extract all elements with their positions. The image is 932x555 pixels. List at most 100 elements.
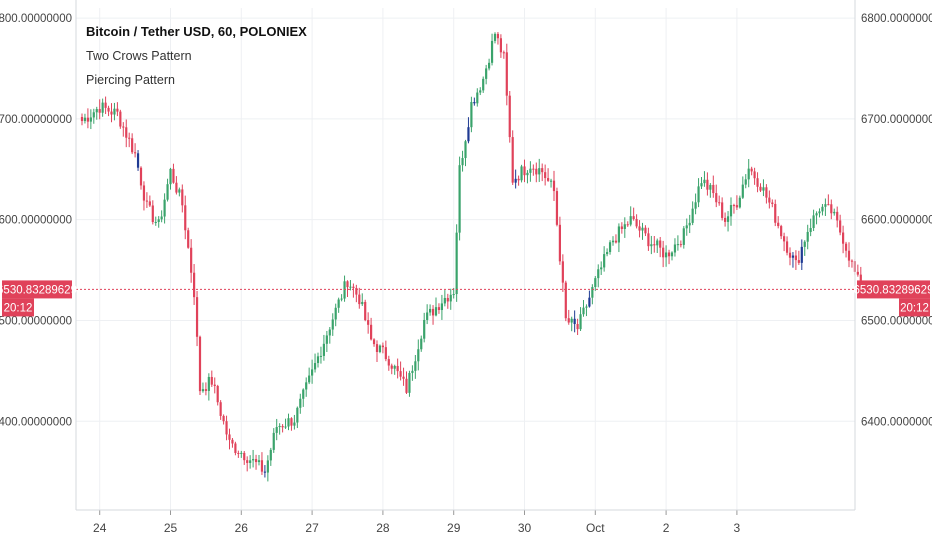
candle xyxy=(703,171,706,187)
candle-body xyxy=(641,227,644,231)
indicator-piercing[interactable]: Piercing Pattern xyxy=(86,73,175,87)
candle-body xyxy=(703,179,706,184)
candle xyxy=(606,248,609,257)
candle-body xyxy=(579,314,582,330)
candle xyxy=(231,437,234,448)
x-tick-label: 27 xyxy=(305,521,319,535)
candle-body xyxy=(573,318,576,325)
candle xyxy=(446,293,449,309)
y-tick-label-right: 6800.00000000 xyxy=(861,13,932,25)
candle xyxy=(86,108,89,129)
candle xyxy=(662,240,665,268)
candle xyxy=(608,240,612,255)
candle xyxy=(673,238,677,257)
candle xyxy=(346,280,349,298)
candle-body xyxy=(724,217,727,222)
candle xyxy=(219,400,222,420)
candle xyxy=(617,223,620,253)
candle xyxy=(712,175,715,198)
candle xyxy=(611,236,615,246)
last-price-label-left: 6530.83289629 xyxy=(0,284,77,296)
candle-body xyxy=(458,165,461,233)
candle-body xyxy=(467,127,470,142)
candle xyxy=(246,456,249,472)
candle-body xyxy=(744,179,747,185)
candle-body xyxy=(151,205,154,223)
candle xyxy=(308,367,311,385)
candle-body xyxy=(213,384,216,386)
candle xyxy=(89,109,92,130)
candle-body xyxy=(246,460,249,463)
candle-body xyxy=(523,166,526,176)
candle xyxy=(667,249,671,265)
candle xyxy=(184,195,187,240)
candle xyxy=(187,227,190,249)
candle-body xyxy=(139,167,143,186)
candle xyxy=(166,178,169,202)
candle xyxy=(384,340,387,362)
candle-body xyxy=(131,138,134,153)
candle xyxy=(635,214,638,229)
candle-body xyxy=(473,102,476,104)
candle-body xyxy=(836,211,839,221)
candle-body xyxy=(384,347,387,360)
candle-body xyxy=(396,365,399,372)
candle-body xyxy=(800,246,803,263)
candle xyxy=(718,195,721,206)
candle-body xyxy=(721,202,724,218)
candle-body xyxy=(493,33,497,41)
candle-body xyxy=(260,460,264,472)
candle-body xyxy=(107,107,110,112)
candle xyxy=(467,117,470,144)
candle xyxy=(455,224,458,302)
candle-body xyxy=(502,52,505,54)
candle-body xyxy=(676,244,679,246)
candle xyxy=(641,222,644,240)
x-tick-label: 30 xyxy=(518,521,532,535)
candle xyxy=(614,234,618,244)
candle xyxy=(665,245,668,267)
candle-body xyxy=(113,108,116,115)
candle xyxy=(160,210,163,223)
candle xyxy=(249,455,252,469)
candle-body xyxy=(299,398,302,408)
candle-body xyxy=(821,206,824,212)
candle-body xyxy=(101,102,104,113)
candle xyxy=(364,299,367,322)
candle-body xyxy=(222,415,225,422)
candle xyxy=(139,166,143,190)
candle-body xyxy=(340,298,343,300)
candle xyxy=(296,406,299,429)
candle xyxy=(591,284,594,305)
candle xyxy=(316,352,320,368)
candle-body xyxy=(797,260,800,263)
candle xyxy=(511,130,514,185)
countdown-label-right-bg xyxy=(899,298,930,317)
candle-body xyxy=(80,117,84,122)
candle-body xyxy=(319,355,323,357)
y-tick-label-right: 6500.00000000 xyxy=(861,315,932,327)
candle-body xyxy=(231,439,234,444)
candle-body xyxy=(732,205,736,207)
candle-body xyxy=(839,220,842,233)
candle xyxy=(266,455,269,482)
candle-body xyxy=(762,187,765,191)
candle xyxy=(154,216,157,226)
candle xyxy=(588,290,591,308)
candle-body xyxy=(656,240,659,246)
candle-body xyxy=(331,319,334,330)
candle xyxy=(328,326,331,344)
candle xyxy=(777,216,780,229)
candle-body xyxy=(629,216,632,225)
candle-body xyxy=(712,184,715,194)
candle-body xyxy=(166,184,169,200)
candle-body xyxy=(352,286,355,289)
candle-body xyxy=(576,324,579,330)
candle xyxy=(172,163,175,184)
candle xyxy=(676,235,679,251)
candle xyxy=(243,450,246,465)
indicator-two-crows[interactable]: Two Crows Pattern xyxy=(86,49,192,63)
candle xyxy=(142,181,146,211)
